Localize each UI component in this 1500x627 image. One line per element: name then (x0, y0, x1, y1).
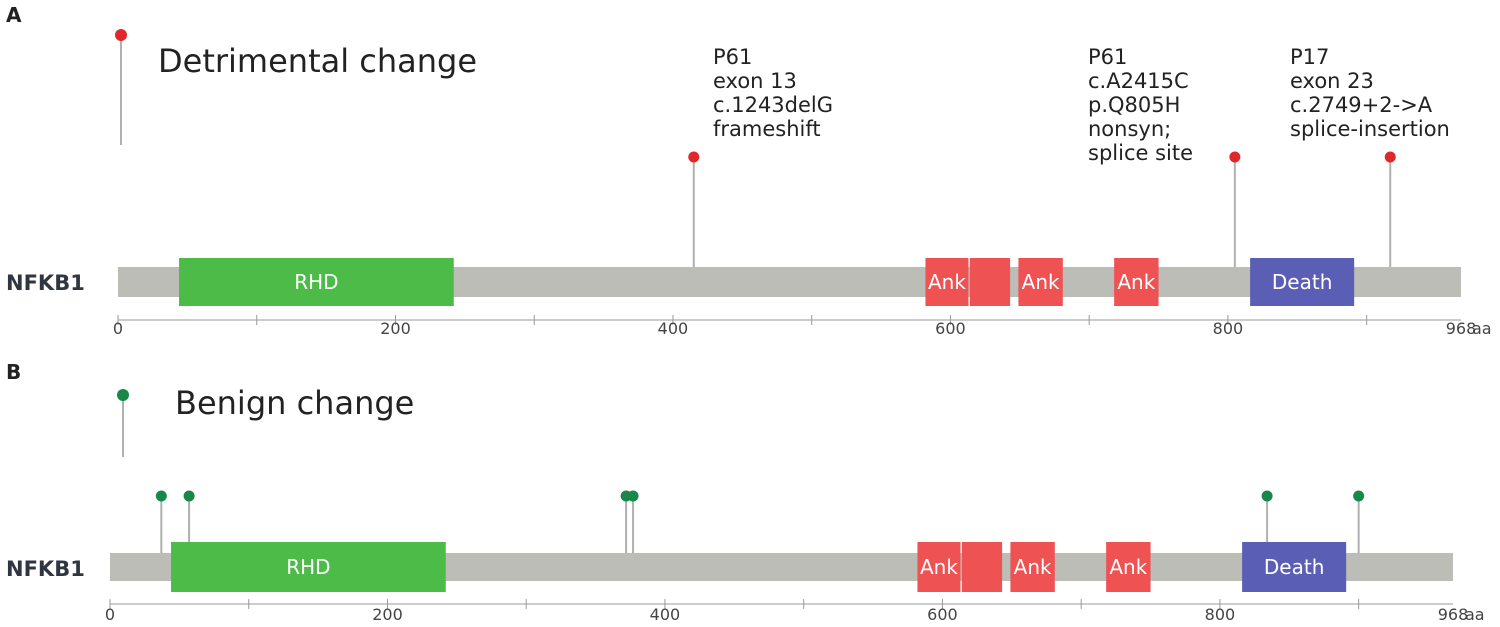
axis-tick-label: 0 (105, 605, 115, 624)
domain-label: Death (1264, 555, 1324, 579)
variant-pin (1261, 490, 1273, 502)
domain-label: Ank (1109, 555, 1147, 579)
variant-annotation-line: P61 (713, 45, 752, 69)
axis-tick-label: 0 (113, 319, 123, 338)
axis-end-label: 968 (1446, 319, 1477, 338)
panel-letter: B (6, 360, 21, 384)
variant-annotation-line: exon 23 (1290, 69, 1374, 93)
variant-pin (183, 490, 195, 502)
domain-ank (1018, 258, 1063, 306)
variant-annotation-line: splice site (1088, 141, 1193, 165)
domain-label: Ank (928, 270, 966, 294)
domain-label: Death (1272, 270, 1332, 294)
domain-label: Ank (1117, 270, 1155, 294)
variant-pin (1229, 151, 1241, 163)
gene-label: NFKB1 (6, 557, 85, 581)
variant-annotation-line: exon 13 (713, 69, 797, 93)
domain-label: RHD (286, 555, 330, 579)
variant-annotation-line: c.1243delG (713, 93, 833, 117)
domain-death (1242, 542, 1347, 592)
variant-annotation-line: P61 (1088, 45, 1127, 69)
axis-tick-label: 800 (1205, 605, 1236, 624)
variant-pin (155, 490, 167, 502)
variant-annotation-line: nonsyn; (1088, 117, 1171, 141)
legend-pin-head (117, 389, 129, 401)
variant-pin (1353, 490, 1365, 502)
domain-ank (961, 542, 1003, 592)
variant-annotation-line: c.2749+2->A (1290, 93, 1433, 117)
domain-ank (917, 542, 961, 592)
legend-pin-head (115, 29, 127, 41)
domain-death (1250, 258, 1355, 306)
axis-end-label: 968 (1438, 605, 1469, 624)
domain-ank (1106, 542, 1151, 592)
variant-annotation-line: P17 (1290, 45, 1329, 69)
axis-tick-label: 200 (380, 319, 411, 338)
variant-annotation-line: frameshift (713, 117, 821, 141)
domain-ank (1010, 542, 1055, 592)
variant-annotation-line: splice-insertion (1290, 117, 1450, 141)
domain-rhd (171, 542, 446, 592)
variant-pin (1384, 151, 1396, 163)
axis-tick-label: 400 (658, 319, 689, 338)
domain-label: Ank (1014, 555, 1052, 579)
axis-unit-label: aa (1472, 319, 1492, 338)
domain-label: Ank (920, 555, 958, 579)
variant-pin (627, 490, 639, 502)
domain-label: Ank (1022, 270, 1060, 294)
domain-ank (925, 258, 969, 306)
axis-tick-label: 400 (650, 605, 681, 624)
legend-label: Detrimental change (158, 42, 477, 80)
variant-pin (688, 151, 700, 163)
domain-rhd (179, 258, 454, 306)
panel-b: B Benign change NFKB1 RHD Ank Ank Ank Death 0 200… (6, 360, 1485, 624)
axis-unit-label: aa (1465, 605, 1485, 624)
variant-annotation-line: p.Q805H (1088, 93, 1180, 117)
domain-ank (969, 258, 1011, 306)
axis-tick-label: 200 (372, 605, 403, 624)
gene-label: NFKB1 (6, 271, 85, 295)
axis-tick-label: 600 (935, 319, 966, 338)
domain-ank (1114, 258, 1159, 306)
legend-label: Benign change (175, 384, 414, 422)
panel-letter: A (6, 3, 22, 27)
axis-tick-label: 800 (1213, 319, 1244, 338)
domain-label: RHD (294, 270, 338, 294)
variant-annotation-line: c.A2415C (1088, 69, 1189, 93)
axis-tick-label: 600 (927, 605, 958, 624)
